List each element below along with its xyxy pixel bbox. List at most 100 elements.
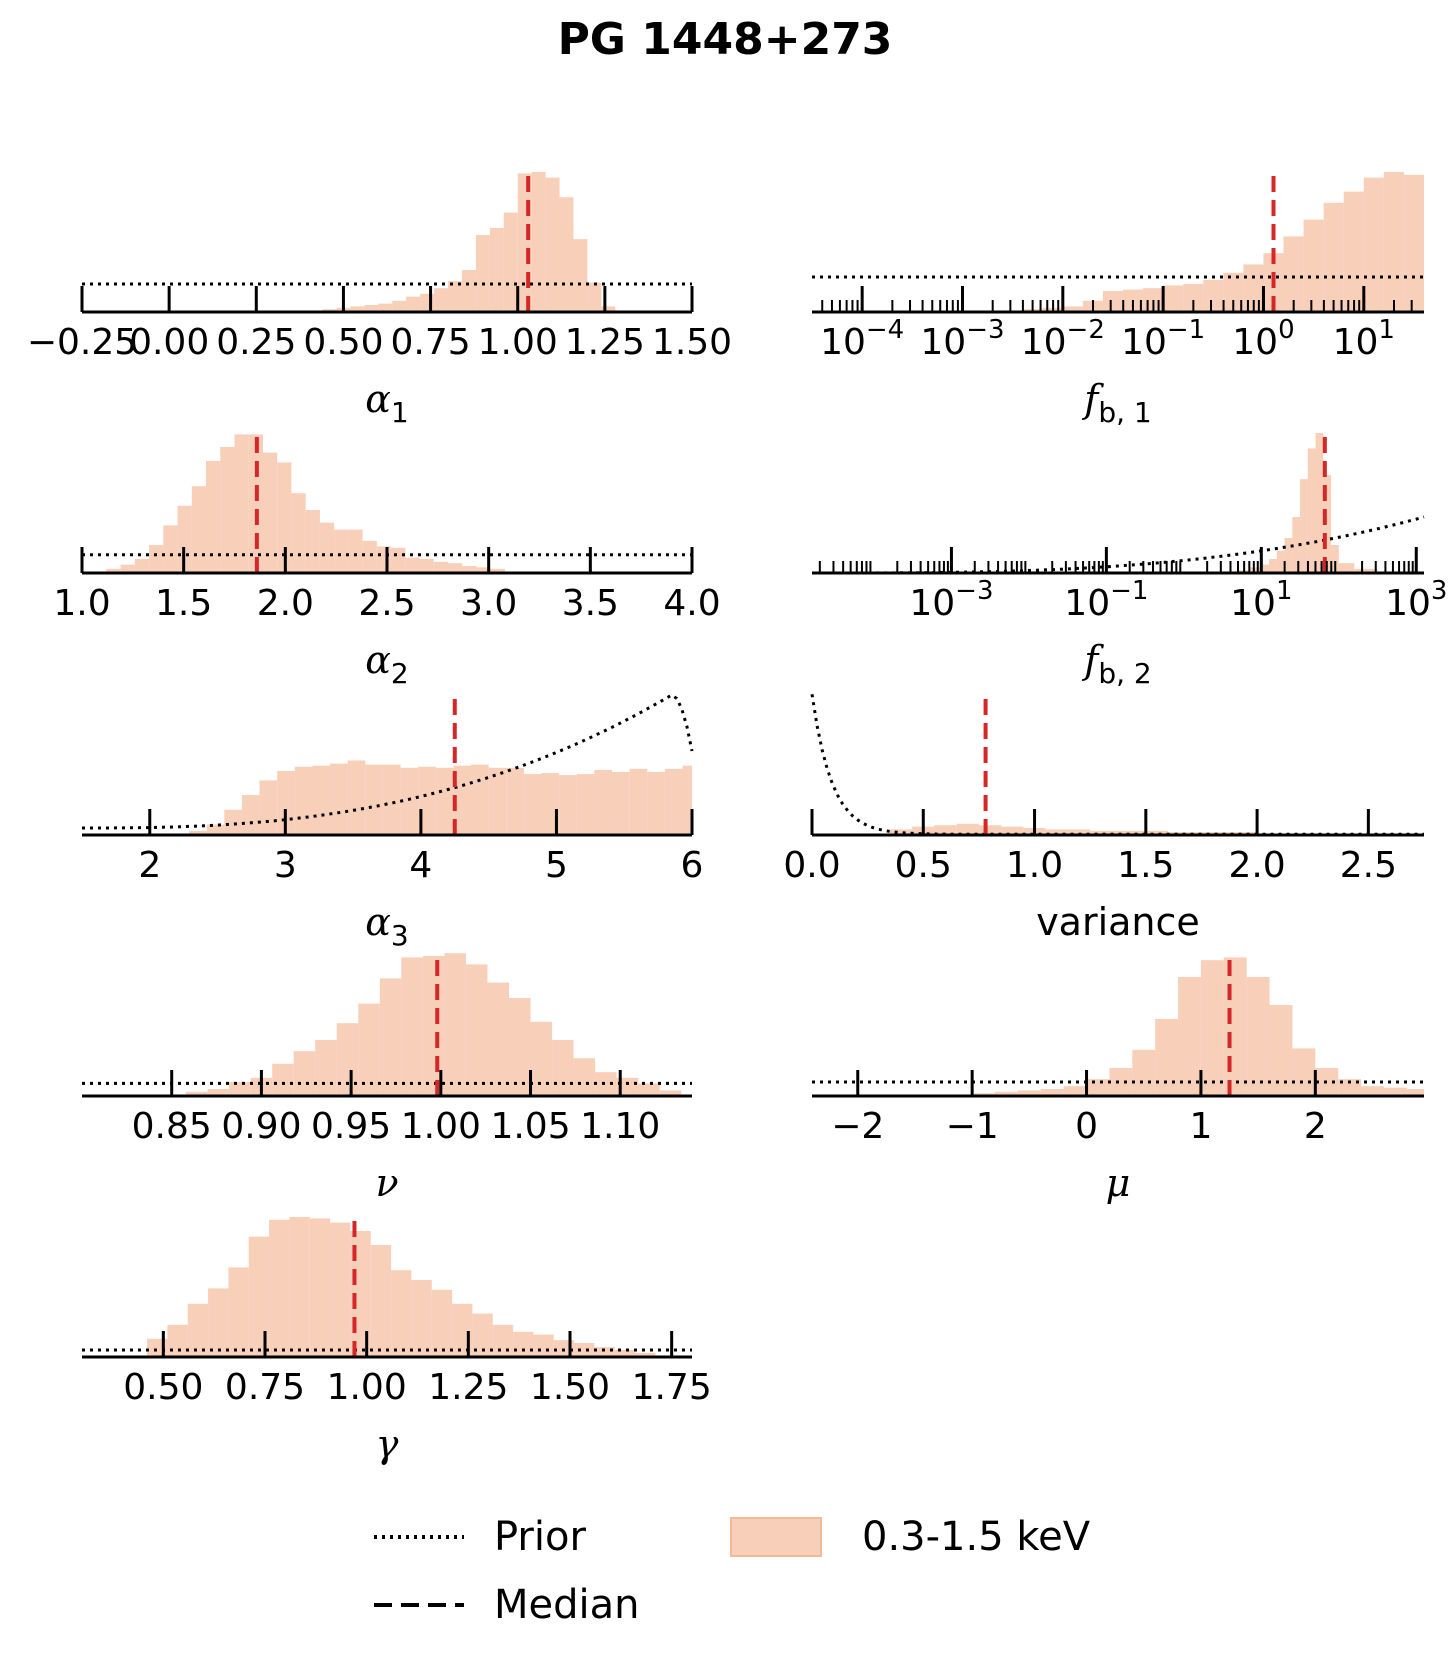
- tick-label: 0.00: [129, 322, 209, 363]
- histogram-bar: [475, 235, 490, 312]
- panel-nu: 0.85 0.90 0.95 1.00 1.05 1.10 ν: [82, 953, 692, 1205]
- histogram-bar: [206, 461, 221, 573]
- tick-label: 103: [1385, 576, 1447, 624]
- histogram-bar: [431, 1289, 453, 1357]
- histogram-bar: [358, 1003, 380, 1096]
- tick-label: −2: [831, 1106, 884, 1147]
- histogram-bar: [1361, 1086, 1384, 1096]
- tick-label: −0.25: [27, 322, 137, 363]
- histogram-bar: [433, 561, 448, 573]
- histogram-bar: [405, 557, 420, 573]
- histogram-bar: [228, 1267, 249, 1357]
- histogram-bar: [453, 765, 472, 835]
- histogram-bar: [259, 780, 278, 835]
- histogram-bar: [435, 767, 454, 835]
- histogram-bar: [1323, 202, 1344, 312]
- histogram-bar: [530, 1021, 553, 1096]
- histogram-bar: [330, 1222, 351, 1357]
- figure-title: PG 1448+273: [557, 14, 893, 65]
- histogram-bar: [576, 774, 595, 835]
- histogram-bar: [934, 825, 957, 835]
- histogram-bar: [379, 978, 402, 1096]
- histogram-bar: [206, 824, 225, 835]
- histogram-bar: [472, 1313, 493, 1357]
- histogram-bar: [594, 769, 613, 835]
- prior-curve: [812, 515, 1425, 575]
- histogram-bar: [616, 1077, 639, 1096]
- histogram-bar: [638, 1083, 660, 1096]
- tick-label: 0.85: [132, 1106, 212, 1147]
- histogram-bar: [106, 568, 121, 573]
- histogram-bar: [312, 765, 331, 835]
- histogram-bar: [444, 953, 466, 1096]
- histogram-bar: [574, 1343, 595, 1357]
- tick-label: 10−3: [909, 576, 993, 624]
- tick-label: 2.0: [257, 583, 314, 624]
- tick-label: 3.0: [460, 583, 517, 624]
- histogram-bar: [382, 764, 401, 835]
- histogram-bar: [406, 296, 421, 312]
- histogram-bar: [573, 1058, 596, 1096]
- histogram-bar: [1338, 563, 1355, 573]
- axis-label: fb, 1: [1081, 377, 1151, 429]
- histogram-bar: [573, 239, 588, 312]
- tick-label: 1.5: [1117, 845, 1174, 886]
- panel-fb1: 10−4 10−3 10−2 10−1 100 101 fb, 1: [812, 172, 1424, 429]
- prior-curve: [810, 694, 1424, 836]
- histogram-bar: [1132, 1049, 1156, 1096]
- histogram-bar: [1363, 177, 1384, 312]
- histogram-bar: [376, 546, 392, 573]
- histogram-bar: [476, 567, 491, 573]
- histogram-bar: [334, 529, 349, 573]
- tick-label: 1.00: [478, 322, 558, 363]
- panel-alpha1: −0.250.00 0.25 0.50 0.75 1.00 1.25 1.50 α1: [27, 172, 732, 429]
- histogram-bar: [492, 1324, 514, 1357]
- tick-label: 10−4: [820, 315, 904, 363]
- histogram-bar: [269, 1219, 290, 1357]
- panel-alpha3: 2 3 4 5 6 α3: [82, 693, 703, 952]
- histogram-bar: [1354, 568, 1378, 573]
- tick-label: 1.05: [490, 1106, 570, 1147]
- histogram-bar: [1343, 191, 1364, 312]
- histogram-bar: [167, 1324, 188, 1357]
- histogram-bar: [1323, 475, 1332, 573]
- axis-label: α1: [365, 377, 409, 429]
- panel-alpha2: 1.0 1.5 2.0 2.5 3.0 3.5 4.0 α2: [53, 433, 721, 690]
- histogram-bar: [336, 1023, 359, 1096]
- tick-label: −1: [946, 1106, 999, 1147]
- histogram-bar: [1300, 479, 1308, 573]
- histogram-bar: [330, 763, 348, 835]
- histogram-bar: [1261, 564, 1270, 573]
- histogram-bar: [1249, 567, 1262, 573]
- tick-label: 3: [274, 845, 297, 886]
- tick-label: 0.75: [390, 322, 470, 363]
- histogram-bar: [248, 1236, 270, 1357]
- tick-label: 2: [1304, 1106, 1327, 1147]
- axis-label: μ: [1106, 1161, 1131, 1205]
- histogram-bar: [378, 303, 393, 312]
- histogram-bar: [465, 964, 488, 1096]
- tick-label: 0.75: [225, 1367, 305, 1408]
- histogram-bar: [601, 306, 616, 312]
- histogram-bar: [513, 1331, 534, 1357]
- tick-label: 0.90: [221, 1106, 301, 1147]
- histogram-bar: [400, 767, 419, 835]
- histogram-bar: [523, 774, 542, 835]
- tick-label: 0.5: [895, 845, 952, 886]
- histogram-bar: [418, 766, 436, 835]
- histogram-bar: [659, 1090, 682, 1096]
- tick-label: 0.50: [123, 1367, 203, 1408]
- tick-label: 1.0: [53, 583, 110, 624]
- histogram-bar: [224, 809, 242, 835]
- tick-label: 0.95: [311, 1106, 391, 1147]
- axis-label: α2: [365, 638, 409, 690]
- histogram-bar: [1086, 1079, 1110, 1096]
- histogram-bar: [471, 764, 489, 835]
- histogram-bar: [401, 957, 423, 1096]
- histogram-bar: [1062, 306, 1083, 312]
- tick-label: 1.25: [428, 1367, 508, 1408]
- tick-label: 101: [1230, 576, 1292, 624]
- histogram-bar: [1331, 545, 1339, 573]
- histogram-bar: [1001, 826, 1024, 835]
- histogram-bar: [315, 1040, 337, 1096]
